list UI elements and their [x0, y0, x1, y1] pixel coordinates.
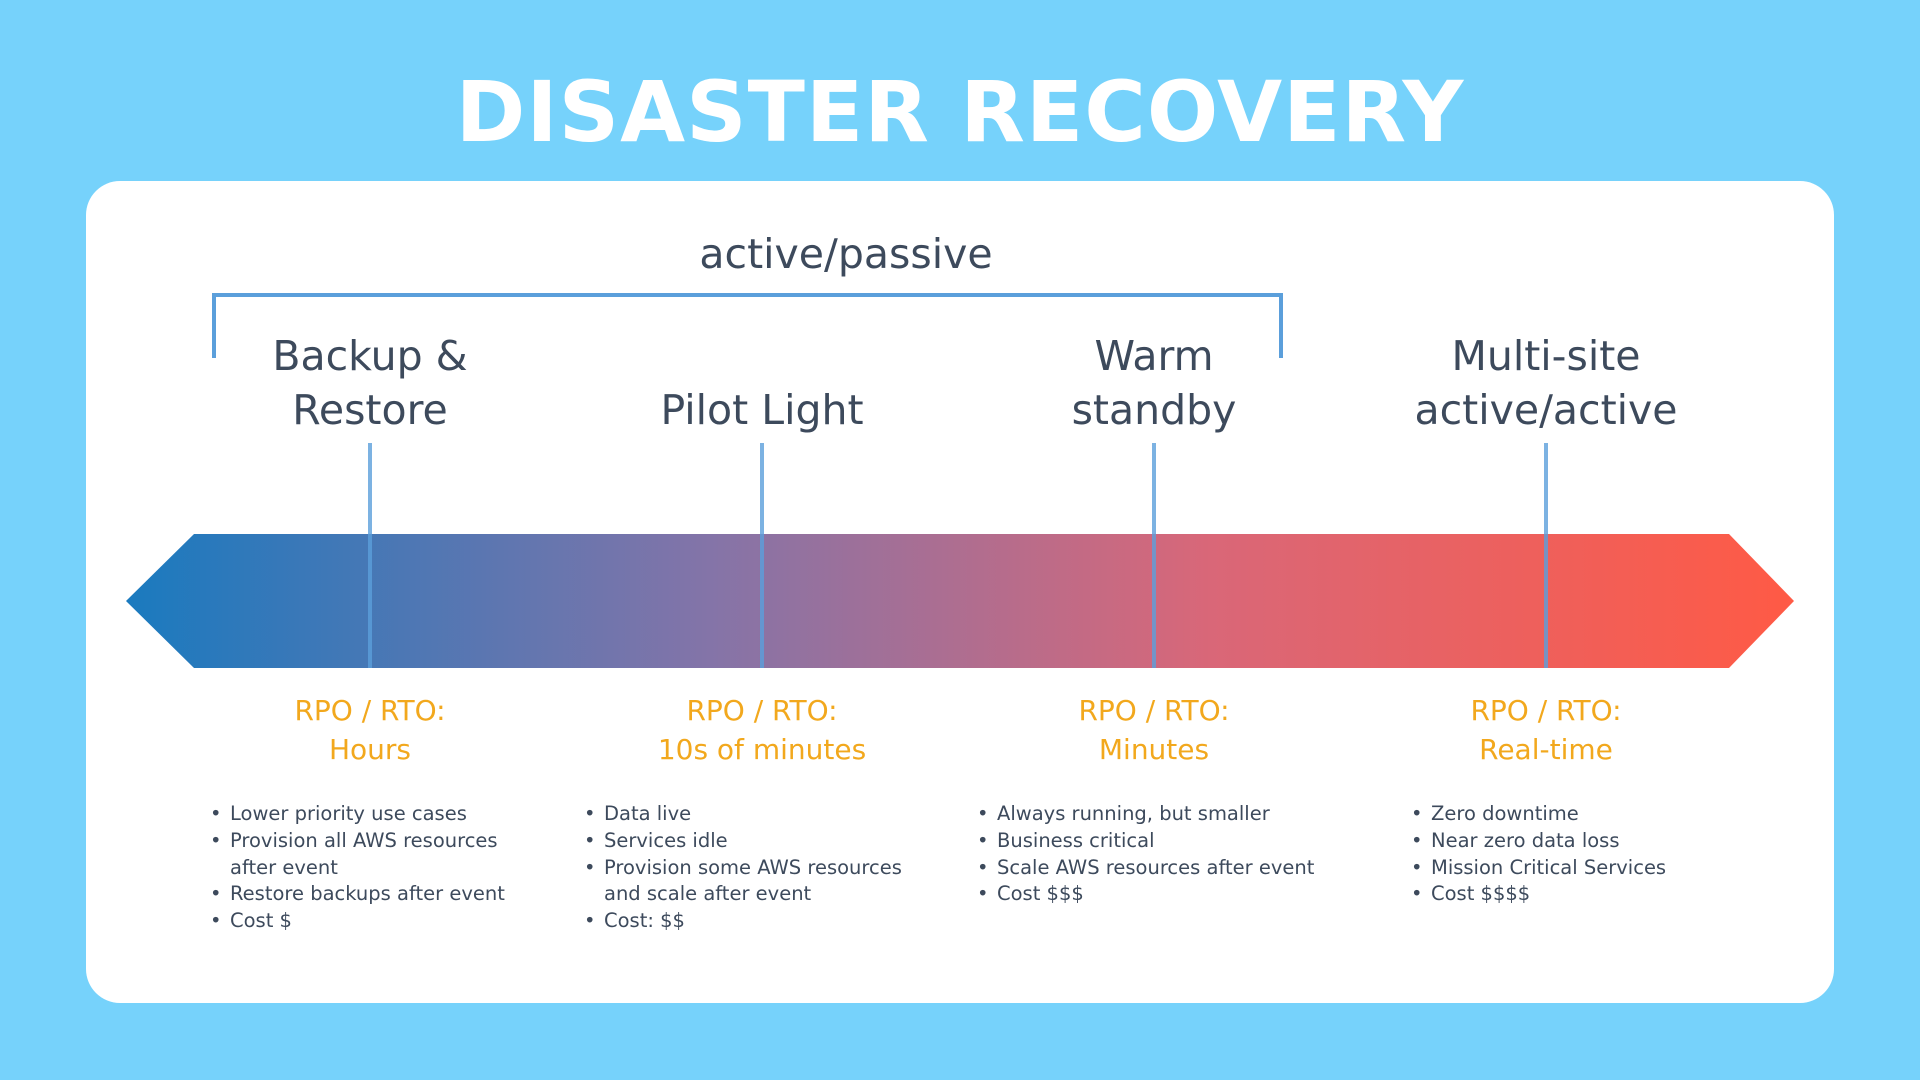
rpo-rto-label: RPO / RTO: [1078, 694, 1230, 727]
strategy-name-line2: standby [1071, 386, 1237, 434]
strategy-name-line1: Multi-site [1451, 332, 1641, 380]
bullets-pilot-light: Data live Services idle Provision some A… [584, 801, 902, 935]
active-passive-bracket [212, 293, 1283, 358]
rpo-rto-label: RPO / RTO: [686, 694, 838, 727]
strategy-name-pilot-light: Pilot Light [582, 383, 942, 437]
bullet-continuation-text: and scale after event [604, 882, 812, 906]
bullet-item: Services idle [584, 828, 902, 855]
rpo-rto-multi-site: RPO / RTO: Real-time [1356, 691, 1736, 769]
bullet-item: Data live [584, 801, 902, 828]
strategy-name-multi-site: Multi-site active/active [1366, 329, 1726, 437]
bullet-item: Always running, but smaller [977, 801, 1314, 828]
rpo-rto-backup-restore: RPO / RTO: Hours [180, 691, 560, 769]
rpo-rto-value: Minutes [1098, 733, 1210, 766]
bullet-item-continuation: and scale after event [584, 881, 902, 908]
bullet-item: Cost $$$$ [1411, 881, 1666, 908]
rpo-rto-value: Hours [328, 733, 412, 766]
diagram-card: active/passive Backup & Restore Pilot Li… [86, 181, 1834, 1003]
bullet-item: Provision all AWS resources [210, 828, 505, 855]
strategy-name-line2: active/active [1414, 386, 1678, 434]
rpo-rto-label: RPO / RTO: [294, 694, 446, 727]
bullets-multi-site: Zero downtime Near zero data loss Missio… [1411, 801, 1666, 908]
bullet-item: Provision some AWS resources [584, 855, 902, 882]
rpo-rto-value: Real-time [1479, 733, 1613, 766]
bullet-continuation-text: after event [230, 855, 338, 879]
bullet-item: Cost $$$ [977, 881, 1314, 908]
rpo-rto-label: RPO / RTO: [1470, 694, 1622, 727]
strategy-name-backup-restore: Backup & Restore [190, 329, 550, 437]
strategy-name-warm-standby: Warm standby [974, 329, 1334, 437]
bullet-item: Restore backups after event [210, 881, 505, 908]
bullet-item-continuation: after event [210, 855, 505, 882]
strategy-name-line1: Warm [1094, 332, 1214, 380]
bullet-item: Near zero data loss [1411, 828, 1666, 855]
rpo-rto-value: 10s of minutes [657, 733, 867, 766]
bullets-backup-restore: Lower priority use cases Provision all A… [210, 801, 505, 935]
strategy-name-line2: Restore [292, 386, 448, 434]
bullet-item: Mission Critical Services [1411, 855, 1666, 882]
strategy-name-line2: Pilot Light [660, 386, 864, 434]
rpo-rto-pilot-light: RPO / RTO: 10s of minutes [572, 691, 952, 769]
bullet-item: Zero downtime [1411, 801, 1666, 828]
bullet-item: Business critical [977, 828, 1314, 855]
bullet-item: Cost $ [210, 908, 505, 935]
group-label-active-passive: active/passive [699, 230, 993, 278]
diagram-graphic [126, 293, 1794, 668]
bullets-warm-standby: Always running, but smaller Business cri… [977, 801, 1314, 908]
page-title: DISASTER RECOVERY [455, 63, 1465, 161]
bullet-item: Scale AWS resources after event [977, 855, 1314, 882]
spectrum-arrow [126, 534, 1794, 668]
rpo-rto-warm-standby: RPO / RTO: Minutes [964, 691, 1344, 769]
bullet-item: Cost: $$ [584, 908, 902, 935]
bullet-item: Lower priority use cases [210, 801, 505, 828]
strategy-name-line1: Backup & [272, 332, 468, 380]
